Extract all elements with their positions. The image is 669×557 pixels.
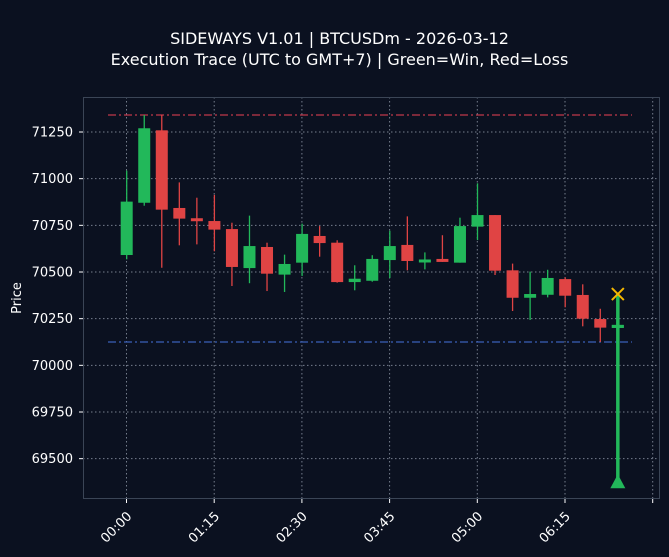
candle-body xyxy=(225,229,238,267)
x-tick-label: 06:15 xyxy=(537,509,574,546)
candle xyxy=(453,217,466,263)
candle xyxy=(278,254,291,292)
candle-body xyxy=(471,215,484,227)
candle xyxy=(366,255,379,282)
candle-body xyxy=(348,278,361,283)
y-tick-label: 71000 xyxy=(32,172,73,187)
candle-body xyxy=(366,258,379,281)
candle-body xyxy=(559,279,572,296)
candle xyxy=(383,230,396,278)
candle xyxy=(594,308,607,343)
x-tick-label: 05:00 xyxy=(449,509,486,546)
trade-markers xyxy=(610,287,626,489)
level-lines xyxy=(108,114,632,343)
candle-body xyxy=(401,244,414,261)
candle xyxy=(261,242,274,292)
candle xyxy=(576,284,589,327)
candle xyxy=(506,263,519,312)
candle-body xyxy=(331,242,344,283)
candle-body xyxy=(208,221,221,230)
candle xyxy=(524,271,537,320)
candle-body xyxy=(541,277,554,295)
candle-body xyxy=(524,294,537,298)
candle xyxy=(331,240,344,283)
y-tick-label: 70000 xyxy=(32,359,73,374)
candle-body xyxy=(506,270,519,298)
axes-frame xyxy=(83,97,660,499)
candle xyxy=(173,182,186,246)
candle-body xyxy=(278,263,291,275)
y-tick-label: 69500 xyxy=(32,452,73,467)
candle xyxy=(348,265,361,291)
candle xyxy=(208,194,221,252)
chart-title-line2: Execution Trace (UTC to GMT+7) | Green=W… xyxy=(110,50,569,69)
candle-body xyxy=(138,128,151,203)
candle-body xyxy=(453,226,466,263)
candle-body xyxy=(261,246,274,274)
x-tick-label: 00:00 xyxy=(98,509,135,546)
candle xyxy=(225,222,238,287)
candle-body xyxy=(489,215,502,271)
y-axis: 69500 69750 70000 70250 70500 70750 71000 71250 xyxy=(32,126,83,467)
x-tick-label: 02:30 xyxy=(274,509,311,546)
candle xyxy=(155,115,168,268)
x-tick-label: 03:45 xyxy=(361,509,398,546)
candle-body xyxy=(190,218,203,222)
x-axis: 00:00 01:15 02:30 03:45 05:00 06:15 xyxy=(98,499,654,546)
candle xyxy=(418,252,431,270)
y-tick-label: 71250 xyxy=(32,126,73,141)
candle xyxy=(296,223,309,276)
candle xyxy=(489,215,502,275)
candle xyxy=(120,170,133,260)
candle xyxy=(313,226,326,257)
entry-triangle-icon xyxy=(610,474,626,489)
grid-lines xyxy=(83,97,660,499)
y-tick-label: 70750 xyxy=(32,219,73,234)
x-tick-label: 01:15 xyxy=(186,509,223,546)
candle-body xyxy=(173,207,186,219)
candle xyxy=(436,235,449,262)
candle xyxy=(401,216,414,271)
candle-body xyxy=(313,235,326,244)
candle-body xyxy=(418,259,431,263)
candlestick-series xyxy=(120,115,624,343)
exit-x-icon xyxy=(611,287,625,301)
y-tick-label: 70500 xyxy=(32,266,73,281)
candle-body xyxy=(155,130,168,210)
candle-body xyxy=(243,246,256,269)
candle xyxy=(243,215,256,284)
candle-body xyxy=(611,324,624,328)
y-tick-label: 70250 xyxy=(32,312,73,327)
candle xyxy=(541,269,554,298)
y-tick-label: 69750 xyxy=(32,406,73,421)
candle-body xyxy=(296,233,309,263)
candle xyxy=(471,183,484,241)
candle-body xyxy=(576,294,589,319)
chart-title: SIDEWAYS V1.01 | BTCUSDm - 2026-03-12 Ex… xyxy=(0,28,669,70)
candle xyxy=(559,277,572,308)
candle xyxy=(190,197,203,245)
chart-title-line1: SIDEWAYS V1.01 | BTCUSDm - 2026-03-12 xyxy=(170,29,509,48)
candle-body xyxy=(383,246,396,261)
y-axis-label: Price xyxy=(10,282,25,314)
candle xyxy=(138,115,151,206)
candle-body xyxy=(594,319,607,328)
candle-body xyxy=(436,258,449,262)
candle-body xyxy=(120,201,133,256)
